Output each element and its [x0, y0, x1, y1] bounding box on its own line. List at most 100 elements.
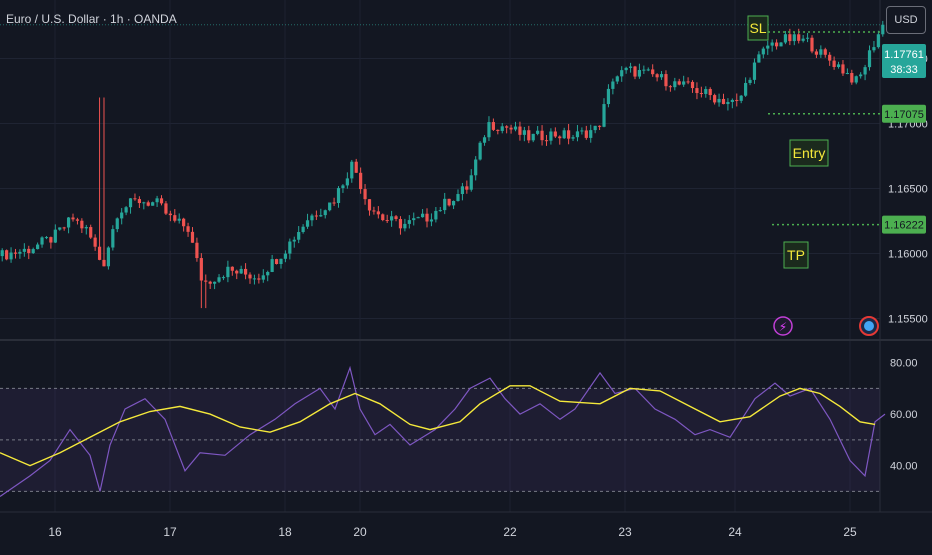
- candle-body: [823, 49, 827, 55]
- candle-body: [748, 79, 752, 83]
- candle-body: [792, 34, 796, 42]
- candle-body: [544, 140, 549, 142]
- candle-body: [788, 34, 792, 42]
- candle-body: [575, 131, 580, 138]
- sl-annotation-label: SL: [749, 20, 766, 36]
- candle-body: [682, 81, 686, 85]
- entry-annotation-label: Entry: [793, 145, 826, 161]
- candle-body: [597, 125, 602, 127]
- candle-body: [863, 67, 867, 75]
- candle-body: [429, 219, 434, 222]
- candle-body: [40, 237, 44, 245]
- candle-body: [434, 210, 438, 220]
- sl-annotation-box[interactable]: [747, 15, 769, 41]
- candle-body: [31, 249, 35, 254]
- candle-body: [120, 212, 124, 219]
- candle-body: [53, 229, 57, 243]
- candle-body: [319, 215, 323, 217]
- time-axis-label: 17: [163, 525, 177, 539]
- candle-body: [261, 275, 265, 280]
- candle-body: [522, 130, 526, 135]
- candle-body: [208, 281, 212, 284]
- candle-body: [186, 226, 190, 232]
- candle-body: [235, 270, 239, 274]
- candle-body: [593, 125, 597, 131]
- candle-body: [491, 122, 495, 130]
- candle-body: [0, 250, 4, 257]
- candle-body: [182, 218, 186, 227]
- candle-body: [425, 213, 429, 222]
- candle-body: [18, 251, 22, 254]
- candle-body: [381, 214, 385, 221]
- candle-body: [252, 278, 257, 280]
- candle-body: [270, 259, 274, 272]
- candle-body: [133, 198, 137, 200]
- currency-button[interactable]: USD: [886, 6, 926, 34]
- candle-body: [248, 274, 252, 279]
- entry-annotation-box[interactable]: [789, 139, 829, 167]
- candle-body: [686, 81, 690, 83]
- candle-body: [27, 248, 31, 254]
- candle-body: [142, 202, 146, 204]
- candle-body: [841, 64, 845, 74]
- candle-body: [717, 98, 721, 103]
- candle-body: [633, 66, 637, 77]
- candle-body: [456, 194, 460, 201]
- candle-body: [713, 95, 717, 103]
- candle-body: [159, 198, 164, 204]
- candle-body: [783, 34, 788, 43]
- candle-body: [500, 126, 504, 131]
- rsi-axis-tick: 40.00: [890, 461, 918, 473]
- tp-price-tag: [882, 215, 926, 234]
- candle-body: [536, 130, 540, 134]
- lightning-icon[interactable]: [773, 316, 793, 336]
- time-axis-label: 23: [618, 525, 632, 539]
- candle-body: [438, 210, 442, 212]
- rsi-axis-tick: 60.00: [890, 409, 918, 421]
- candle-body: [111, 229, 115, 248]
- candle-body: [345, 178, 349, 186]
- candle-body: [611, 81, 615, 89]
- candle-body: [394, 216, 398, 220]
- candle-body: [328, 202, 332, 211]
- candle-body: [690, 81, 695, 89]
- candle-body: [173, 215, 177, 221]
- candle-body: [549, 131, 553, 141]
- candle-body: [558, 136, 562, 139]
- candle-body: [567, 130, 571, 139]
- candle-body: [350, 161, 354, 179]
- candle-body: [412, 218, 416, 221]
- candle-body: [168, 213, 172, 216]
- candle-body: [460, 186, 465, 195]
- candle-body: [239, 268, 243, 274]
- candle-body: [509, 127, 513, 130]
- candle-body: [217, 277, 221, 282]
- candle-body: [832, 60, 836, 68]
- candle-body: [527, 130, 531, 141]
- candle-body: [226, 266, 230, 278]
- candle-body: [305, 220, 310, 227]
- candle-body: [540, 130, 544, 141]
- candle-body: [75, 219, 80, 221]
- candle-body: [89, 227, 93, 238]
- candle-body: [279, 258, 283, 265]
- candle-body: [867, 50, 872, 68]
- candle-body: [151, 202, 155, 206]
- candle-body: [124, 207, 128, 213]
- rsi-axis-tick: 80.00: [890, 358, 918, 370]
- candle-body: [336, 188, 341, 204]
- candle-body: [199, 258, 203, 281]
- candle-body: [659, 74, 664, 78]
- time-axis-label: 18: [278, 525, 292, 539]
- candle-body: [274, 259, 279, 265]
- candle-body: [97, 246, 102, 260]
- candle-body: [496, 129, 500, 131]
- candle-body: [443, 198, 447, 211]
- tp-annotation-box[interactable]: [783, 241, 809, 269]
- candle-body: [642, 69, 646, 71]
- time-axis-label: 24: [728, 525, 742, 539]
- candle-body: [518, 126, 522, 135]
- candle-body: [854, 76, 858, 83]
- candle-body: [36, 244, 40, 250]
